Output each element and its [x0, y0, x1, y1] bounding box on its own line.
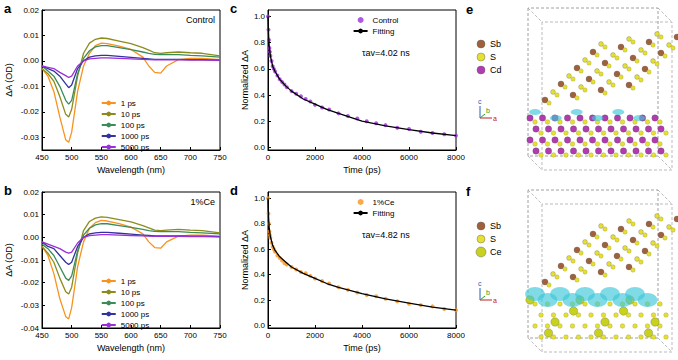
svg-text:1%Ce: 1%Ce [190, 197, 215, 207]
svg-text:10 ps: 10 ps [121, 110, 141, 119]
svg-text:0.2: 0.2 [254, 117, 266, 126]
svg-text:b: b [486, 289, 490, 296]
svg-text:700: 700 [184, 331, 198, 340]
svg-text:Wavelength (nm): Wavelength (nm) [97, 165, 165, 175]
svg-text:0.0: 0.0 [254, 321, 266, 330]
svg-text:1%Ce: 1%Ce [373, 198, 395, 207]
svg-text:-0.03: -0.03 [21, 301, 40, 310]
svg-text:6000: 6000 [400, 331, 418, 340]
svg-text:750: 750 [213, 153, 227, 162]
svg-text:S: S [490, 234, 496, 244]
svg-text:650: 650 [154, 331, 168, 340]
svg-text:Sb: Sb [490, 39, 501, 49]
svg-text:a: a [4, 1, 12, 16]
svg-text:0.01: 0.01 [23, 31, 39, 40]
svg-text:600: 600 [124, 331, 138, 340]
svg-text:0.00: 0.00 [23, 56, 39, 65]
svg-text:-0.03: -0.03 [21, 133, 40, 142]
svg-text:τav=4.02 ns: τav=4.02 ns [362, 48, 410, 58]
svg-text:c: c [230, 1, 237, 16]
svg-text:500: 500 [65, 331, 79, 340]
svg-text:450: 450 [35, 331, 49, 340]
svg-text:1.0: 1.0 [254, 12, 266, 21]
svg-text:650: 650 [154, 153, 168, 162]
svg-text:Fitting: Fitting [373, 209, 395, 218]
svg-text:Control: Control [186, 15, 215, 25]
svg-text:1000 ps: 1000 ps [121, 132, 149, 141]
svg-text:0: 0 [266, 331, 271, 340]
svg-text:6000: 6000 [400, 153, 418, 162]
svg-text:0.8: 0.8 [254, 219, 266, 228]
svg-text:b: b [4, 183, 12, 198]
svg-text:2000: 2000 [306, 331, 324, 340]
svg-text:750: 750 [213, 331, 227, 340]
svg-text:e: e [466, 2, 473, 17]
svg-text:S: S [490, 52, 496, 62]
svg-text:8000: 8000 [447, 153, 465, 162]
svg-text:450: 450 [35, 153, 49, 162]
svg-text:700: 700 [184, 153, 198, 162]
svg-text:-0.02: -0.02 [21, 278, 40, 287]
svg-text:1 ps: 1 ps [121, 277, 136, 286]
svg-text:100 ps: 100 ps [121, 299, 145, 308]
svg-text:550: 550 [95, 153, 109, 162]
svg-text:Sb: Sb [490, 221, 501, 231]
svg-text:0.4: 0.4 [254, 91, 266, 100]
svg-text:0.6: 0.6 [254, 245, 266, 254]
svg-text:Cd: Cd [490, 65, 502, 75]
svg-text:600: 600 [124, 153, 138, 162]
svg-text:0.01: 0.01 [23, 210, 39, 219]
svg-text:f: f [466, 184, 471, 199]
svg-text:10 ps: 10 ps [121, 288, 141, 297]
svg-text:Wavelength (nm): Wavelength (nm) [97, 343, 165, 353]
svg-text:Time (ps): Time (ps) [343, 343, 381, 353]
svg-text:Normalized ΔA: Normalized ΔA [240, 230, 250, 290]
svg-text:ΔA (OD): ΔA (OD) [4, 243, 14, 277]
svg-text:5000 ps: 5000 ps [121, 321, 149, 330]
svg-text:Normalized ΔA: Normalized ΔA [240, 50, 250, 110]
svg-text:4000: 4000 [353, 331, 371, 340]
svg-text:Fitting: Fitting [373, 27, 395, 36]
svg-text:Ce: Ce [490, 247, 502, 257]
svg-text:1.0: 1.0 [254, 194, 266, 203]
svg-text:1000 ps: 1000 ps [121, 310, 149, 319]
svg-text:Time (ps): Time (ps) [343, 165, 381, 175]
svg-text:5000 ps: 5000 ps [121, 143, 149, 152]
svg-text:Control: Control [373, 16, 399, 25]
svg-text:0.02: 0.02 [23, 6, 39, 15]
svg-text:0.2: 0.2 [254, 296, 266, 305]
svg-text:-0.01: -0.01 [21, 82, 40, 91]
svg-text:550: 550 [95, 331, 109, 340]
svg-text:0: 0 [266, 153, 271, 162]
svg-text:-0.02: -0.02 [21, 107, 40, 116]
svg-text:b: b [486, 107, 490, 114]
svg-text:0.0: 0.0 [254, 143, 266, 152]
svg-text:c: c [478, 280, 482, 287]
svg-text:-0.04: -0.04 [20, 323, 39, 333]
svg-text:0.8: 0.8 [254, 38, 266, 47]
svg-text:8000: 8000 [447, 331, 465, 340]
svg-text:0.02: 0.02 [23, 188, 39, 197]
svg-text:0.00: 0.00 [23, 233, 39, 242]
svg-text:4000: 4000 [353, 153, 371, 162]
svg-text:τav=4.82 ns: τav=4.82 ns [362, 230, 410, 240]
svg-text:500: 500 [65, 153, 79, 162]
svg-text:2000: 2000 [306, 153, 324, 162]
svg-text:a: a [493, 115, 497, 122]
svg-text:ΔA (OD): ΔA (OD) [4, 63, 14, 97]
svg-text:d: d [230, 183, 238, 198]
svg-text:0.4: 0.4 [254, 270, 266, 279]
svg-text:0.6: 0.6 [254, 64, 266, 73]
svg-text:1 ps: 1 ps [121, 99, 136, 108]
svg-text:c: c [478, 98, 482, 105]
svg-text:100 ps: 100 ps [121, 121, 145, 130]
svg-text:-0.01: -0.01 [21, 256, 40, 265]
svg-text:a: a [493, 297, 497, 304]
